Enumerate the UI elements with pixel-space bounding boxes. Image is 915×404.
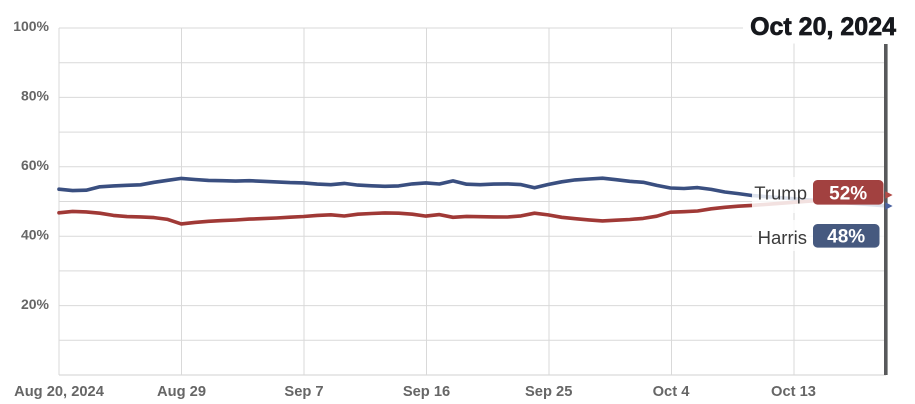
svg-text:60%: 60%: [21, 157, 50, 173]
svg-text:Sep 7: Sep 7: [284, 384, 323, 400]
svg-text:Harris: Harris: [758, 227, 807, 248]
svg-text:40%: 40%: [21, 226, 50, 242]
svg-text:Oct 20, 2024: Oct 20, 2024: [750, 13, 896, 41]
svg-text:20%: 20%: [21, 296, 50, 312]
svg-text:Aug 20, 2024: Aug 20, 2024: [14, 384, 105, 400]
svg-text:80%: 80%: [21, 88, 50, 104]
svg-text:Aug 29: Aug 29: [157, 384, 206, 400]
svg-text:Oct 13: Oct 13: [771, 384, 816, 400]
svg-text:48%: 48%: [827, 227, 865, 248]
svg-text:Sep 16: Sep 16: [403, 384, 450, 400]
svg-text:Oct 4: Oct 4: [653, 384, 691, 400]
svg-text:100%: 100%: [13, 18, 49, 34]
svg-text:Sep 25: Sep 25: [525, 384, 572, 400]
svg-text:Trump: Trump: [754, 183, 807, 204]
svg-text:52%: 52%: [829, 183, 867, 204]
